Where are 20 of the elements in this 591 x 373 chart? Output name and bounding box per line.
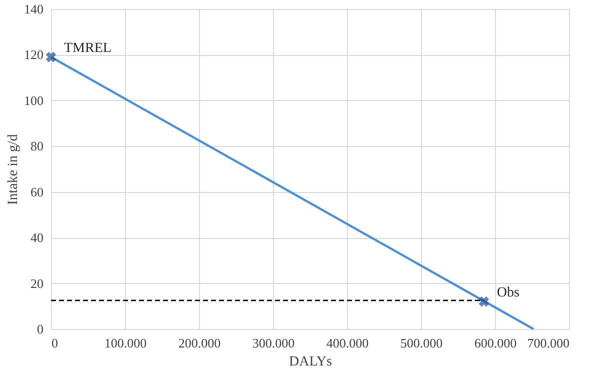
x-tick-label: 200.000 [178,336,221,350]
x-tick-label: 700.000 [527,336,570,350]
y-tick-label: 0 [37,322,44,336]
x-tick-label: 600.000 [474,336,517,350]
y-tick-label: 20 [30,276,44,291]
y-tick-label: 60 [30,184,44,200]
annotation: TMREL [64,41,112,56]
y-tick-label: 140 [24,2,44,16]
x-tick-label: 300.000 [252,336,295,350]
x-tick-label: 500.000 [400,336,443,350]
y-tick-label: 80 [30,138,44,154]
y-tick-label: 120 [24,47,44,62]
y-axis-title: Intake in g/d [6,134,21,205]
x-axis-title: DALYs [289,354,332,370]
y-tick-label: 100 [24,92,44,108]
y-tick-label: 40 [30,230,44,246]
x-tick-label: 0 [52,336,58,350]
x-tick-label: 100.000 [104,336,147,350]
annotation: Obs [496,286,520,301]
x-tick-label: 400.000 [326,336,369,350]
